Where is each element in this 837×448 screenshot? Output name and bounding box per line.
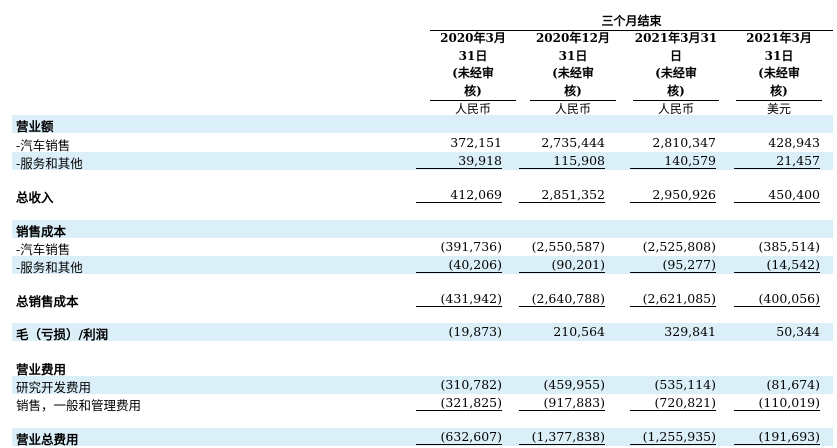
cell-value: 2,851,352 [519,187,605,203]
column-header-line: (未经审 [655,66,697,80]
table-row: 研究开发费用 (310,782) (459,955) (535,114) (81,674… [12,376,833,395]
cell-value: (535,114) [654,377,716,392]
row-label: -服务和其他 [16,260,83,275]
currency-label: 人民币 [633,100,719,119]
row-label: 销售成本 [16,224,67,239]
column-header-1: 2020年3月 31日 (未经审核) 人民币 [430,30,516,119]
column-header-line: (未经审 [552,66,594,80]
table-row: -服务和其他 39,918 115,908 140,579 21,457 [12,152,833,171]
cell-value: 2,735,444 [541,135,605,150]
cell-value: (1,377,838) [519,429,605,445]
cell-value: 450,400 [734,187,820,203]
row-label: -汽车销售 [16,242,71,257]
cell-value: 428,943 [768,135,820,150]
cell-value: (431,942) [416,291,502,307]
column-header-line: 核) [667,83,685,98]
table-row: -汽车销售 372,151 2,735,444 2,810,347 428,943 [12,134,833,153]
cell-value: (1,255,935) [630,429,716,445]
table-row: -服务和其他 (40,206) (90,201) (95,277) (14,542) [12,256,833,275]
cell-value: 115,908 [519,153,605,169]
cell-value: (2,640,788) [519,291,605,307]
cell-value: 412,069 [416,187,502,203]
column-header-line: 2021年3月 [746,31,812,45]
row-label: 研究开发费用 [16,380,92,395]
cell-value: 372,151 [450,135,502,150]
cell-value: (917,883) [519,395,605,411]
table-row: 总销售成本 (431,942) (2,640,788) (2,621,085) (400… [12,290,833,309]
cell-value: (2,525,808) [642,239,716,254]
column-header-4: 2021年3月 31日 (未经审核) 美元 [736,30,822,119]
row-label: 总收入 [16,190,54,205]
cell-value: (191,693) [734,429,820,445]
column-header-line: 日 [669,48,682,63]
cell-value: (40,206) [416,257,502,273]
column-header-line: 2020年12月 [535,31,611,45]
cell-value: 2,810,347 [652,135,716,150]
cell-value: 210,564 [553,324,605,339]
cell-value: 39,918 [416,153,502,169]
table-row: 销售，一般和管理费用 (321,825) (917,883) (720,821) (11… [12,394,833,413]
column-header-line: 2021年3月31 [634,31,718,45]
row-label: 营业总费用 [16,432,79,447]
cell-value: (81,674) [766,377,821,392]
cell-value: (400,056) [734,291,820,307]
cell-value: (2,550,587) [531,239,605,254]
column-header-2: 2020年12月 31日 (未经审核) 人民币 [530,30,616,119]
row-label: 总销售成本 [16,294,79,309]
column-header-line: 核) [464,83,482,98]
row-label: -汽车销售 [16,138,71,153]
cell-value: 329,841 [664,324,716,339]
cell-value: (459,955) [543,377,605,392]
cell-value: (632,607) [416,429,502,445]
table-row: 总收入 412,069 2,851,352 2,950,926 450,400 [12,186,833,205]
column-header-line: (未经审 [452,66,494,80]
table-row: 营业费用 [12,358,833,377]
cell-value: (95,277) [630,257,716,273]
currency-label: 美元 [736,100,822,119]
currency-label: 人民币 [530,100,616,119]
table-row: 营业总费用 (632,607) (1,377,838) (1,255,935) (191… [12,428,833,447]
table-row: 销售成本 [12,220,833,239]
cell-value: (310,782) [440,377,502,392]
cell-value: (110,019) [734,395,820,411]
cell-value: (14,542) [734,257,820,273]
cell-value: 50,344 [776,324,820,339]
row-label: 营业费用 [16,362,67,377]
currency-label: 人民币 [430,100,516,119]
cell-value: (2,621,085) [630,291,716,307]
column-header-line: 31日 [764,48,794,63]
row-label: 营业额 [16,119,54,134]
cell-value: (720,821) [630,395,716,411]
column-header-line: 核) [770,83,788,98]
column-header-line: 2020年3月 [440,31,506,45]
period-header: 三个月结束 [430,12,833,31]
cell-value: 21,457 [734,153,820,169]
cell-value: 2,950,926 [630,187,716,203]
cell-value: (321,825) [416,395,502,411]
cell-value: (385,514) [758,239,820,254]
table-row: 毛（亏损）/利润 (19,873) 210,564 329,841 50,344 [12,323,833,342]
row-label: 毛（亏损）/利润 [16,327,109,342]
table-row: 营业额 [12,115,833,134]
column-header-line: 31日 [558,48,588,63]
row-label: 销售，一般和管理费用 [16,398,142,413]
table-row: -汽车销售 (391,736) (2,550,587) (2,525,808) (385… [12,238,833,257]
cell-value: 140,579 [630,153,716,169]
column-header-3: 2021年3月31 日 (未经审核) 人民币 [633,30,719,119]
column-header-line: 31日 [458,48,488,63]
column-header-line: (未经审 [758,66,800,80]
cell-value: (90,201) [519,257,605,273]
cell-value: (391,736) [440,239,502,254]
row-label: -服务和其他 [16,156,83,171]
column-header-line: 核) [564,83,582,98]
cell-value: (19,873) [448,324,503,339]
